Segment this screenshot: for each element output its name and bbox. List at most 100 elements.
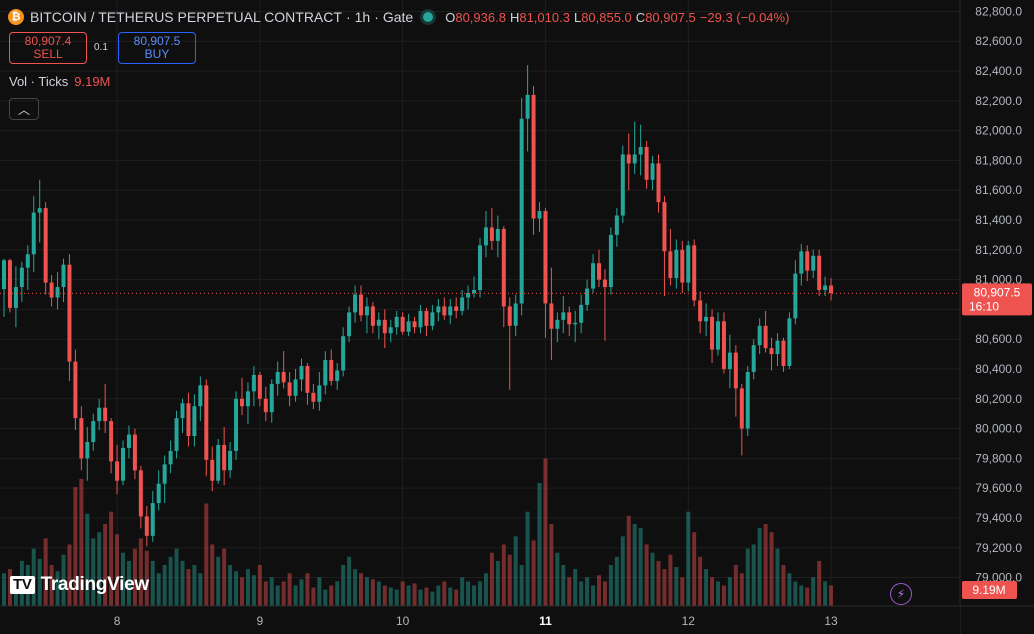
volume-bar [293,585,298,606]
candle-body [620,154,625,216]
candle-body [555,319,560,329]
candle-body [287,382,292,396]
volume-bar [73,487,78,606]
sell-label: SELL [33,47,63,61]
candle-body [19,267,24,288]
volume-bar [763,524,768,606]
candle-body [710,316,715,350]
volume-bar [103,524,108,606]
candle-body [466,293,471,298]
volume-bar [573,569,578,606]
time-tick-label: 8 [114,614,121,628]
volume-bar [156,573,161,606]
candle-body [406,321,411,332]
time-axis[interactable]: 8 9 10 11 12 13 [0,605,1034,634]
symbol-name[interactable]: BITCOIN / TETHERUS PERPETUAL CONTRACT [30,9,342,25]
candle-body [436,306,441,313]
volume-bar [692,532,697,606]
volume-badge-value: 9.19M [972,583,1005,597]
buy-label: BUY [144,47,170,61]
candle-body [591,263,596,289]
candle-body [799,251,804,274]
open-value: 80,936.8 [455,9,506,25]
candle-body [733,352,738,389]
price-axis[interactable]: 79,000.079,200.079,400.079,600.079,800.0… [959,0,1034,634]
time-tick-label: 10 [396,614,410,628]
price-tick-label: 80,600.0 [975,332,1022,346]
volume-bar [115,534,120,606]
candle-body [674,249,679,279]
chevron-up-icon: ︿ [17,102,30,117]
volume-bar [602,581,607,606]
time-tick-label: 13 [824,614,838,628]
candle-body [418,310,423,328]
candle-body [829,285,834,294]
volume-bar [799,585,804,606]
candle-body [210,459,215,481]
volume-bar [721,585,726,606]
volume-bar [263,581,268,606]
volume-bar [180,560,185,606]
volume-bar [234,571,239,606]
volume-bar [614,556,619,606]
price-tick-label: 81,400.0 [975,213,1022,227]
volume-bar [210,544,215,606]
candle-body [353,294,358,313]
candle-body [156,483,161,504]
collapse-legend-button[interactable]: ︿ [9,98,39,120]
volume-bar [495,560,500,606]
candle-body [299,366,304,380]
buy-button[interactable]: 80,907.5 BUY [118,32,196,64]
volume-bar [781,565,786,606]
volume-bar [775,548,780,606]
interval[interactable]: 1h [354,9,371,25]
volume-bar [269,577,274,606]
lightning-icon[interactable]: ⚡ [890,583,912,605]
time-tick-label: 12 [682,614,696,628]
volume-bar [168,556,173,606]
volume-bar [513,536,518,606]
candle-body [382,319,387,334]
price-tick-label: 81,800.0 [975,153,1022,167]
candle-body [751,345,756,372]
time-axis-bg [0,606,960,634]
candle-body [305,366,310,393]
volume-bar [716,581,720,606]
volume-bar [150,560,155,606]
volume-bar [448,587,453,606]
volume-bar [543,458,548,606]
volume-bar [376,581,381,606]
volume-legend[interactable]: Vol · Ticks 9.19M [9,74,110,89]
candlestick-series [2,65,834,547]
legend-separator: · [374,9,379,25]
candle-body [37,208,42,213]
market-status-icon[interactable] [423,12,434,22]
candle-body [668,251,673,279]
candle-body [727,352,732,369]
candle-body [91,421,96,442]
candle-body [228,450,233,471]
high-value: 81,010.3 [519,9,570,25]
last-price-badge [962,283,1032,316]
candle-body [192,406,197,437]
candle-body [323,360,328,386]
candle-body [138,470,143,517]
candle-body [49,282,54,298]
tradingview-logo[interactable]: TV TradingView [10,574,149,596]
volume-bar [359,573,363,606]
open-label: O [445,9,456,25]
candle-body [400,316,405,332]
volume-bar [43,538,48,606]
volume-bar [501,544,506,606]
candle-body [364,306,369,316]
volume-bar [388,587,393,606]
candle-body [472,290,477,294]
sell-button[interactable]: 80,907.4 SELL [9,32,87,64]
volume-bar [2,573,6,606]
candle-body [507,306,512,326]
candle-body [585,288,590,305]
volume-bar [144,550,149,606]
candle-body [739,388,744,429]
chart-grid [0,0,960,606]
